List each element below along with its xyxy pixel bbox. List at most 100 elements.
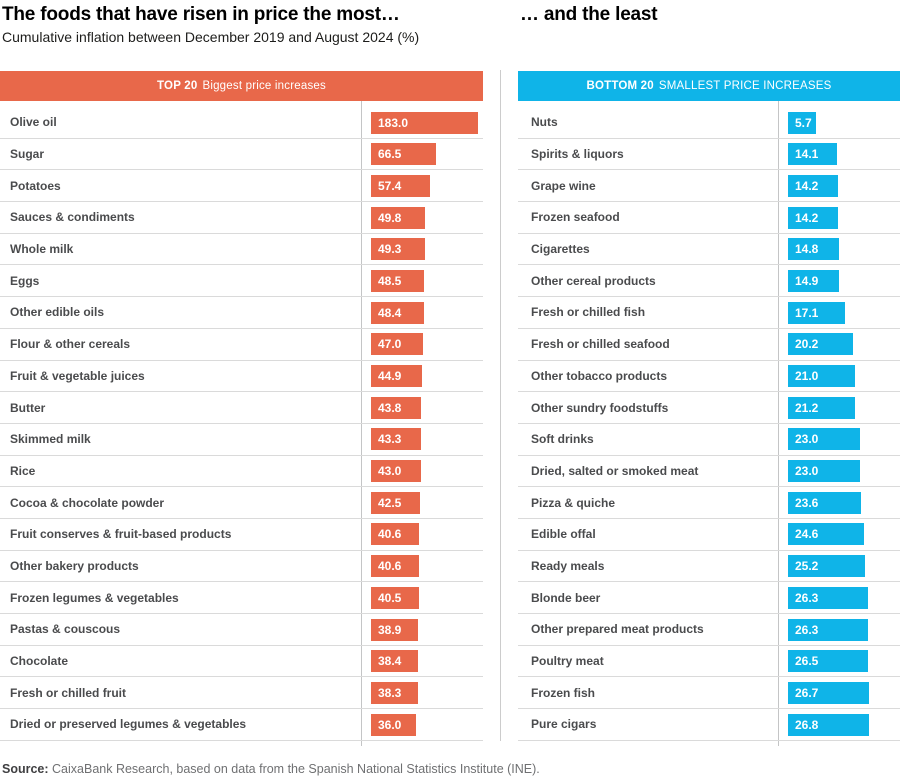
- panel-header-bottom20: BOTTOM 20 SMALLEST PRICE INCREASES: [518, 71, 900, 101]
- category-label: Spirits & liquors: [531, 147, 624, 162]
- table-row: Other cereal products 14.9: [518, 265, 900, 298]
- table-row: Pastas & couscous 38.9: [0, 614, 483, 646]
- value-bar: 17.1: [788, 301, 845, 324]
- category-label: Other prepared meat products: [531, 622, 704, 637]
- panel-divider: [500, 70, 501, 741]
- chart-subtitle: Cumulative inflation between December 20…: [2, 29, 420, 45]
- value-bar: 21.2: [788, 396, 855, 419]
- value-bar: 14.2: [788, 174, 838, 197]
- table-row: Edible offal 24.6: [518, 519, 900, 551]
- category-label: Grape wine: [531, 178, 596, 193]
- category-label: Fresh or chilled seafood: [531, 337, 670, 352]
- value-label: 5.7: [795, 115, 812, 130]
- table-row: Poultry meat 26.5: [518, 646, 900, 678]
- table-row: Olive oil 183.0: [0, 107, 483, 139]
- table-row: Fresh or chilled fish 17.1: [518, 297, 900, 329]
- header-bottom20-strong: BOTTOM 20: [586, 80, 654, 92]
- value-bar: 21.0: [788, 365, 855, 387]
- value-label: 14.2: [795, 210, 819, 225]
- table-row: Whole milk 49.3: [0, 234, 483, 266]
- table-row: Sugar 66.5: [0, 139, 483, 171]
- category-label: Poultry meat: [531, 654, 604, 669]
- value-label: 26.3: [795, 622, 819, 637]
- value-label: 43.8: [378, 400, 402, 415]
- panel-top20: TOP 20 Biggest price increases Olive oil…: [0, 71, 483, 746]
- value-bar: 26.8: [788, 713, 869, 736]
- category-label: Other bakery products: [10, 558, 139, 573]
- value-bar: 43.0: [371, 460, 421, 483]
- category-label: Other cereal products: [531, 273, 656, 288]
- value-bar: 43.3: [371, 428, 421, 451]
- value-label: 26.5: [795, 654, 819, 669]
- category-label: Pastas & couscous: [10, 622, 121, 637]
- value-bar: 26.5: [788, 650, 869, 673]
- value-label: 66.5: [378, 147, 402, 162]
- table-row: Frozen legumes & vegetables 40.5: [0, 582, 483, 614]
- value-label: 48.5: [378, 273, 402, 288]
- table-row: Other sundry foodstuffs 21.2: [518, 392, 900, 424]
- value-label: 44.9: [378, 369, 402, 383]
- category-label: Other edible oils: [10, 305, 105, 320]
- table-row: Grape wine 14.2: [518, 170, 900, 203]
- table-row: Other edible oils 48.4: [0, 297, 483, 329]
- value-bar: 23.6: [788, 491, 861, 514]
- value-label: 26.8: [795, 717, 819, 732]
- value-bar: 57.4: [371, 174, 431, 197]
- value-label: 23.0: [795, 432, 819, 447]
- value-bar: 66.5: [371, 143, 436, 166]
- source-note: Source: CaixaBank Research, based on dat…: [2, 762, 540, 776]
- table-row: Rice 43.0: [0, 456, 483, 488]
- value-label: 43.0: [378, 464, 402, 479]
- table-row: Soft drinks 23.0: [518, 424, 900, 456]
- value-bar: 14.9: [788, 269, 840, 292]
- value-label: 183.0: [378, 115, 409, 130]
- value-label: 26.7: [795, 685, 819, 700]
- category-label: Potatoes: [10, 178, 61, 193]
- value-bar: 48.4: [371, 301, 425, 324]
- value-label: 23.6: [795, 495, 819, 510]
- table-row: Fresh or chilled fruit 38.3: [0, 677, 483, 710]
- value-bar: 23.0: [788, 428, 860, 451]
- table-row: Blonde beer 26.3: [518, 582, 900, 614]
- value-bar: 42.5: [371, 491, 421, 514]
- category-label: Eggs: [10, 273, 40, 288]
- value-label: 42.5: [378, 495, 402, 510]
- value-label: 47.0: [378, 337, 402, 352]
- value-label: 38.3: [378, 685, 402, 700]
- table-row: Fruit conserves & fruit-based products 40…: [0, 519, 483, 551]
- value-bar: 26.3: [788, 586, 868, 609]
- table-row: Butter 43.8: [0, 392, 483, 424]
- value-bar: 44.9: [371, 365, 422, 387]
- category-label: Frozen legumes & vegetables: [10, 590, 179, 605]
- table-row: Other tobacco products 21.0: [518, 361, 900, 393]
- category-label: Other sundry foodstuffs: [531, 400, 669, 415]
- panel-bottom20: BOTTOM 20 SMALLEST PRICE INCREASES Nuts 5…: [518, 71, 900, 746]
- category-label: Butter: [10, 400, 46, 415]
- value-label: 36.0: [378, 717, 402, 732]
- value-label: 49.3: [378, 242, 402, 257]
- category-label: Flour & other cereals: [10, 337, 131, 352]
- value-label: 25.2: [795, 559, 819, 574]
- category-label: Edible offal: [531, 527, 596, 542]
- category-label: Rice: [10, 463, 36, 478]
- table-row: Skimmed milk 43.3: [0, 424, 483, 456]
- value-bar: 43.8: [371, 396, 422, 419]
- value-label: 43.3: [378, 432, 402, 447]
- bar-rows-top20: Olive oil 183.0 Sugar 66.5 Potatoes 57.4 Sauce…: [0, 107, 483, 741]
- value-bar: 49.3: [371, 238, 425, 261]
- table-row: Fruit & vegetable juices 44.9: [0, 361, 483, 393]
- table-row: Frozen fish 26.7: [518, 677, 900, 710]
- category-label: Sugar: [10, 147, 45, 162]
- category-label: Dried or preserved legumes & vegetables: [10, 717, 247, 732]
- value-label: 38.9: [378, 622, 402, 637]
- value-bar: 38.9: [371, 618, 418, 641]
- category-label: Cigarettes: [531, 242, 590, 257]
- table-row: Other bakery products 40.6: [0, 551, 483, 583]
- value-bar: 23.0: [788, 460, 860, 483]
- category-label: Frozen fish: [531, 685, 596, 700]
- value-bar: 38.3: [371, 681, 418, 704]
- value-bar: 40.6: [371, 555, 419, 578]
- category-label: Ready meals: [531, 558, 605, 573]
- value-label: 24.6: [795, 527, 819, 542]
